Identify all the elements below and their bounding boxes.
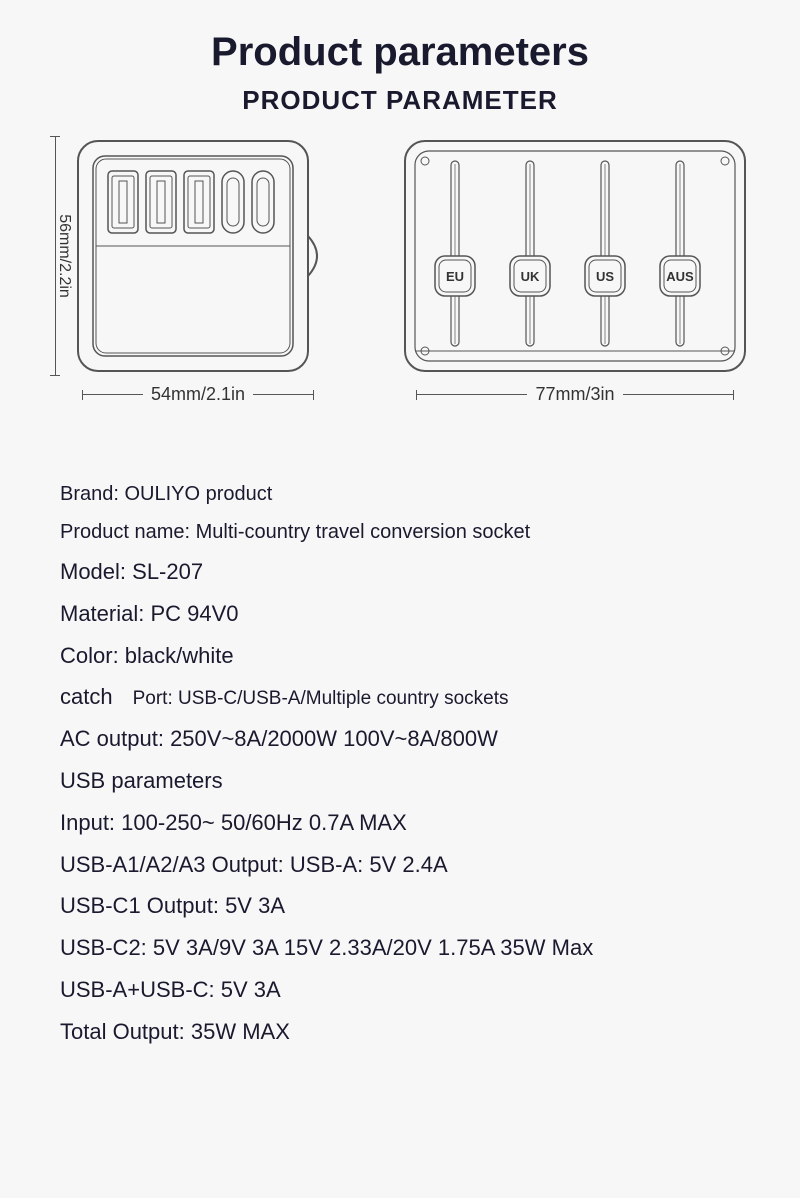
spec-line: Color: black/white (60, 635, 740, 677)
spec-list: Brand: OULIYO product Product name: Multi… (50, 475, 750, 1053)
page: Product parameters PRODUCT PARAMETER 56m… (0, 0, 800, 1083)
spec-line: USB-A1/A2/A3 Output: USB-A: 5V 2.4A (60, 844, 740, 886)
spec-text: USB parameters (60, 768, 223, 793)
svg-text:US: US (596, 269, 614, 284)
height-label: 56mm/2.2in (55, 214, 73, 298)
svg-text:AUS: AUS (666, 269, 694, 284)
back-diagram-group: EU UK US AUS 77mm/3in (400, 136, 750, 405)
svg-text:UK: UK (521, 269, 540, 284)
spec-line: Total Output: 35W MAX (60, 1011, 740, 1053)
spec-line: Brand: OULIYO product (60, 475, 740, 513)
svg-text:EU: EU (446, 269, 464, 284)
spec-text: Total Output: 35W MAX (60, 1019, 290, 1044)
spec-line: catch Port: USB-C/USB-A/Multiple country … (60, 676, 740, 718)
spec-prefix: catch (60, 684, 113, 709)
spec-line: Input: 100-250~ 50/60Hz 0.7A MAX (60, 802, 740, 844)
spec-line: AC output: 250V~8A/2000W 100V~8A/800W (60, 718, 740, 760)
spec-line: Product name: Multi-country travel conve… (60, 513, 740, 551)
spec-text: Port: USB-C/USB-A/Multiple country socke… (133, 688, 509, 709)
height-dimension: 56mm/2.2in (50, 136, 60, 376)
title-main: Product parameters (50, 30, 750, 75)
spec-text: Color: black/white (60, 643, 234, 668)
back-width-label: 77mm/3in (535, 384, 614, 405)
spec-line: Model: SL-207 (60, 551, 740, 593)
spec-line: USB parameters (60, 760, 740, 802)
spec-line: Material: PC 94V0 (60, 593, 740, 635)
front-diagram-group: 56mm/2.2in 54mm/2.1in (50, 136, 328, 405)
spec-line: USB-A+USB-C: 5V 3A (60, 969, 740, 1011)
spec-text: USB-C2: 5V 3A/9V 3A 15V 2.33A/20V 1.75A … (60, 935, 593, 960)
spec-text: Model: SL-207 (60, 559, 203, 584)
spec-text: AC output: 250V~8A/2000W 100V~8A/800W (60, 726, 498, 751)
spec-text: Input: 100-250~ 50/60Hz 0.7A MAX (60, 810, 407, 835)
spec-text: Material: PC 94V0 (60, 601, 239, 626)
spec-text: Brand: OULIYO product (60, 483, 272, 505)
title-sub: PRODUCT PARAMETER (50, 85, 750, 116)
front-view-icon (68, 136, 328, 376)
spec-line: USB-C2: 5V 3A/9V 3A 15V 2.33A/20V 1.75A … (60, 927, 740, 969)
spec-text: Product name: Multi-country travel conve… (60, 521, 530, 543)
spec-text: USB-A+USB-C: 5V 3A (60, 977, 281, 1002)
back-view-icon: EU UK US AUS (400, 136, 750, 376)
spec-line: USB-C1 Output: 5V 3A (60, 885, 740, 927)
diagrams-row: 56mm/2.2in 54mm/2.1in EU UK US AUS 77mm/3in (50, 136, 750, 405)
spec-text: USB-A1/A2/A3 Output: USB-A: 5V 2.4A (60, 852, 448, 877)
front-width-label: 54mm/2.1in (151, 384, 245, 405)
spec-text: USB-C1 Output: 5V 3A (60, 893, 285, 918)
back-width-dimension: 77mm/3in (416, 384, 733, 405)
front-width-dimension: 54mm/2.1in (82, 384, 314, 405)
